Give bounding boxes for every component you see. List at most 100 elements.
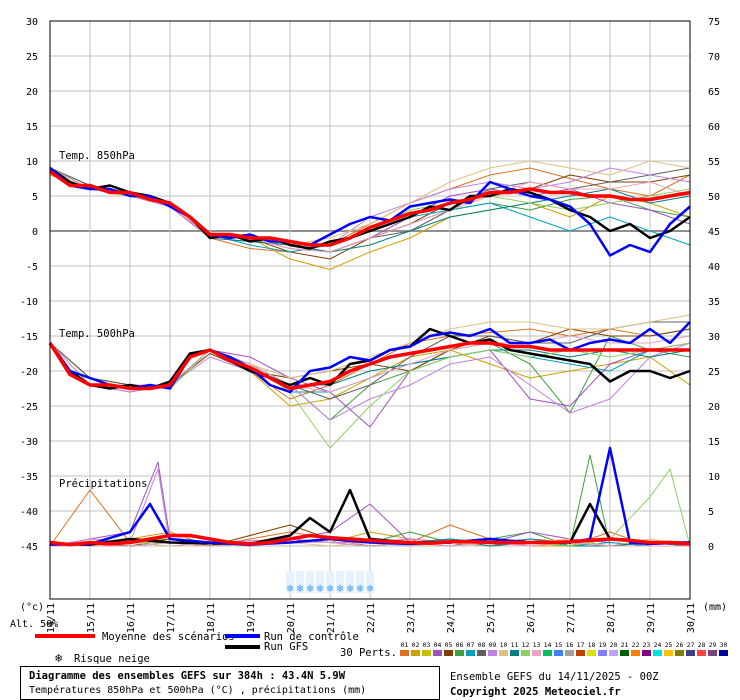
snowflake-icon: ❄ — [55, 651, 63, 665]
snowflake-icon: ❄ — [287, 582, 294, 595]
pert-label: 12 — [521, 641, 530, 649]
pert-label: 24 — [653, 641, 662, 649]
pert-swatch — [466, 650, 475, 656]
left-axis-unit: (°c) — [20, 602, 44, 613]
x-tick-label: 26/11 — [526, 603, 537, 633]
snowflake-icon: ❄ — [317, 582, 324, 595]
legend-perts-label: 30 Perts. — [340, 647, 397, 659]
left-tick-label: -15 — [20, 332, 38, 343]
pert-label: 22 — [631, 641, 640, 649]
legend-control-line — [225, 634, 260, 638]
x-tick-label: 18/11 — [206, 603, 217, 633]
x-tick-label: 20/11 — [286, 603, 297, 633]
snow-risk-cell — [326, 571, 334, 593]
left-tick-label: 0 — [32, 227, 38, 238]
pert-swatch — [433, 650, 442, 656]
right-tick-label: 75 — [708, 17, 720, 28]
pert-swatch — [565, 650, 574, 656]
pert-swatch — [543, 650, 552, 656]
pert-swatch — [521, 650, 530, 656]
snowflake-icon: ❄ — [367, 582, 374, 595]
copyright: Copyright 2025 Meteociel.fr — [450, 686, 621, 698]
pert-swatch — [620, 650, 629, 656]
left-tick-label: 20 — [26, 87, 38, 98]
series-line-precip — [49, 533, 691, 547]
x-tick-label: 19/11 — [246, 603, 257, 633]
legend-snow-label: Risque neige — [74, 653, 150, 665]
left-tick-label: 10 — [26, 157, 38, 168]
snowflake-icon: ❄ — [357, 582, 364, 595]
right-tick-label: 0 — [708, 542, 714, 553]
pert-label: 27 — [686, 641, 695, 649]
pert-swatch — [653, 650, 662, 656]
snowflake-icon: ❄ — [297, 582, 304, 595]
x-tick-label: 29/11 — [646, 603, 657, 633]
pert-label: 16 — [565, 641, 574, 649]
plot-frame — [49, 20, 691, 600]
left-tick-label: -25 — [20, 402, 38, 413]
left-tick-label: 30 — [26, 17, 38, 28]
series-line-t850 — [48, 170, 691, 247]
pert-label: 10 — [499, 641, 508, 649]
x-tick-label: 17/11 — [166, 603, 177, 633]
pert-label: 05 — [444, 641, 453, 649]
pert-swatch — [587, 650, 596, 656]
right-tick-label: 5 — [708, 507, 714, 518]
pert-label: 01 — [400, 641, 409, 649]
main-series — [48, 166, 691, 547]
series-line-precip — [49, 488, 690, 546]
footer-box: Diagramme des ensembles GEFS sur 384h : … — [20, 666, 440, 700]
legend-gfs-label: Run GFS — [264, 641, 309, 653]
alt-label: Alt. 50% — [10, 619, 58, 630]
label-t500: Temp. 500hPa — [59, 328, 135, 340]
pert-swatch — [532, 650, 541, 656]
right-tick-label: 15 — [708, 437, 720, 448]
pert-swatch — [422, 650, 431, 656]
left-tick-label: -5 — [26, 262, 38, 273]
right-tick-label: 65 — [708, 87, 720, 98]
left-tick-label: 15 — [26, 122, 38, 133]
label-precip: Précipitations — [59, 478, 148, 490]
pert-swatch — [510, 650, 519, 656]
pert-label: 14 — [543, 641, 552, 649]
pert-swatch — [576, 650, 585, 656]
pert-swatch — [554, 650, 563, 656]
run-info: Ensemble GEFS du 14/11/2025 - 00Z — [450, 671, 659, 683]
right-tick-label: 55 — [708, 157, 720, 168]
pert-label: 06 — [455, 641, 464, 649]
snow-risk-cell — [316, 571, 324, 593]
pert-label: 13 — [532, 641, 541, 649]
pert-swatch — [719, 650, 728, 656]
pert-swatch — [631, 650, 640, 656]
pert-swatch — [499, 650, 508, 656]
pert-label: 11 — [510, 641, 519, 649]
pert-label: 15 — [554, 641, 563, 649]
left-tick-label: 25 — [26, 52, 38, 63]
left-tick-label: -45 — [20, 542, 38, 553]
pert-label: 02 — [411, 641, 420, 649]
snow-risk-cell — [306, 571, 314, 593]
x-tick-label: 16/11 — [126, 603, 137, 633]
pert-label: 21 — [620, 641, 629, 649]
pert-swatch — [642, 650, 651, 656]
right-tick-label: 45 — [708, 227, 720, 238]
pert-label: 29 — [708, 641, 717, 649]
pert-label: 18 — [587, 641, 596, 649]
pert-swatch — [411, 650, 420, 656]
x-tick-label: 27/11 — [566, 603, 577, 633]
snow-risk-markers: ❄ ❄ ❄ ❄ ❄ ❄ ❄ ❄ ❄ — [286, 571, 374, 595]
snow-risk-cell — [296, 571, 304, 593]
right-tick-label: 60 — [708, 122, 720, 133]
pert-swatch — [664, 650, 673, 656]
x-tick-label: 23/11 — [406, 603, 417, 633]
snowflake-icon: ❄ — [337, 582, 344, 595]
right-tick-label: 70 — [708, 52, 720, 63]
series-line-t500 — [48, 341, 690, 391]
x-tick-label: 30/11 — [686, 603, 697, 633]
snow-risk-cell — [366, 571, 374, 593]
left-tick-label: -35 — [20, 472, 38, 483]
x-tick-label: 15/11 — [86, 603, 97, 633]
right-tick-label: 25 — [708, 367, 720, 378]
x-tick-label: 24/11 — [446, 603, 457, 633]
